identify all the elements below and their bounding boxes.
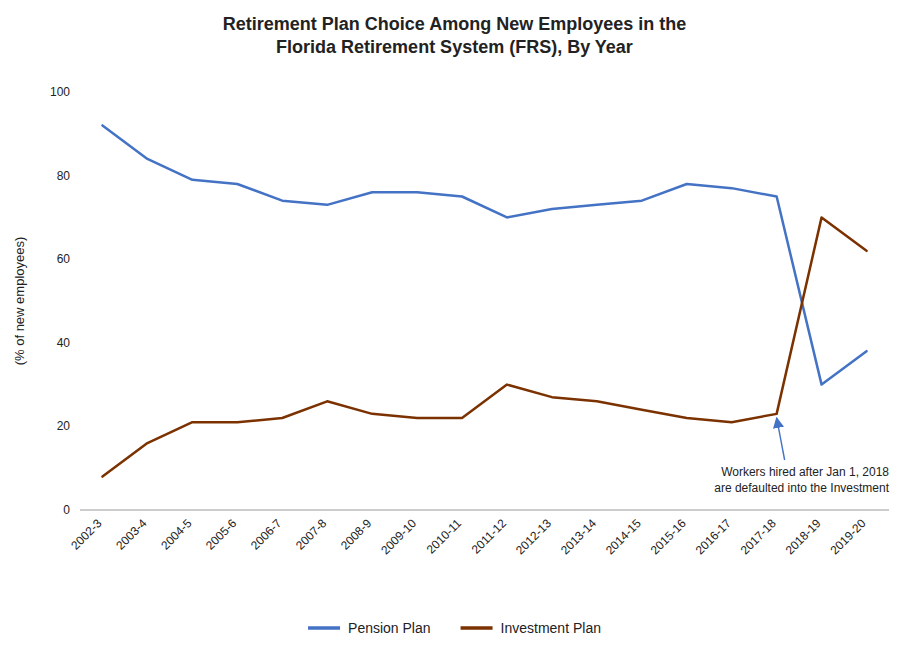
x-tick-label: 2005-6 bbox=[203, 516, 240, 553]
chart: Retirement Plan Choice Among New Employe… bbox=[0, 0, 909, 660]
x-tick-label: 2016-17 bbox=[693, 516, 734, 557]
y-tick-label: 40 bbox=[57, 336, 71, 350]
y-axis-label: (% of new employees) bbox=[12, 237, 27, 366]
y-tick-label: 20 bbox=[57, 419, 71, 433]
y-tick-label: 100 bbox=[50, 85, 70, 99]
line-series bbox=[102, 125, 866, 384]
x-tick-label: 2013-14 bbox=[558, 516, 599, 557]
x-tick-label: 2014-15 bbox=[603, 516, 644, 557]
legend: Pension Plan Investment Plan bbox=[308, 620, 601, 636]
x-tick-label: 2010-11 bbox=[424, 516, 465, 557]
legend-label: Pension Plan bbox=[348, 620, 431, 636]
x-tick-label: 2008-9 bbox=[338, 516, 375, 553]
title: Retirement Plan Choice Among New Employe… bbox=[223, 14, 686, 57]
x-tick-label: 2018-19 bbox=[783, 516, 824, 557]
annotation: Workers hired after Jan 1, 2018 are defau… bbox=[714, 465, 889, 495]
x-tick-label: 2012-13 bbox=[513, 516, 554, 557]
x-tick-label: 2017-18 bbox=[738, 516, 779, 557]
x-tick-label: 2004-5 bbox=[158, 516, 195, 553]
x-tick-label: 2015-16 bbox=[648, 516, 689, 557]
y-tick-label: 80 bbox=[57, 169, 71, 183]
x-axis-line bbox=[80, 510, 889, 511]
x-tick-label: 2006-7 bbox=[248, 516, 285, 553]
x-tick-label: 2019-20 bbox=[828, 516, 869, 557]
line-series bbox=[102, 217, 866, 476]
plot-area bbox=[102, 125, 866, 476]
x-tick-label: 2009-10 bbox=[378, 516, 419, 557]
annotation-arrow bbox=[777, 418, 785, 460]
legend-swatch bbox=[308, 626, 340, 630]
x-tick-label: 2002-3 bbox=[68, 516, 105, 553]
y-tick-label: 60 bbox=[57, 252, 71, 266]
title-line: Florida Retirement System (FRS), By Year bbox=[276, 37, 633, 57]
x-tick-label: 2011-12 bbox=[469, 516, 510, 557]
annotation-line: Workers hired after Jan 1, 2018 bbox=[721, 465, 889, 479]
x-tick-label: 2003-4 bbox=[113, 516, 150, 553]
legend-label: Investment Plan bbox=[501, 620, 601, 636]
x-tick-label: 2007-8 bbox=[293, 516, 330, 553]
title-line: Retirement Plan Choice Among New Employe… bbox=[223, 14, 686, 34]
annotation-line: are defaulted into the Investment bbox=[714, 481, 889, 495]
chart-container: Retirement Plan Choice Among New Employe… bbox=[0, 0, 909, 660]
legend-swatch bbox=[461, 626, 493, 630]
y-tick-label: 0 bbox=[63, 503, 70, 517]
